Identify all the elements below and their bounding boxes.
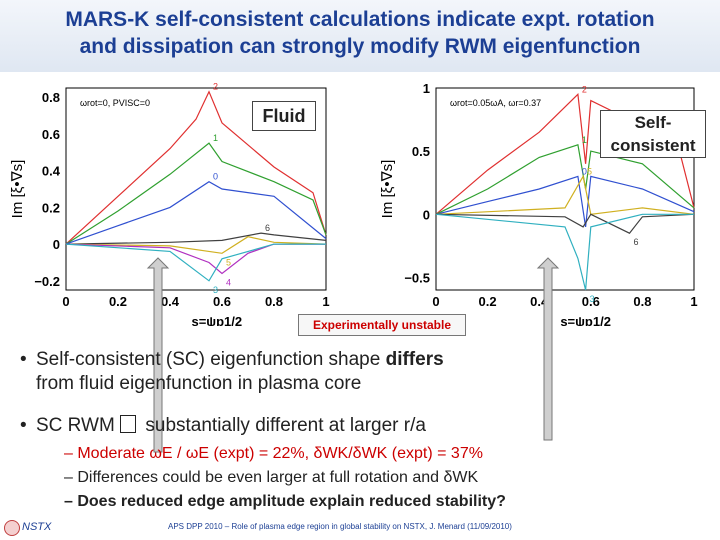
y-tick-label: 0.6	[42, 127, 60, 142]
bullet-2-text-b: substantially different at larger r/a	[145, 415, 426, 436]
mode-label-2: 2	[582, 84, 587, 94]
series-line-6	[65, 232, 327, 245]
sub-bullet-2: – Differences could be even larger at fu…	[64, 469, 479, 486]
nstx-logo-icon	[4, 520, 20, 536]
series-line-0	[435, 175, 695, 227]
footer: NSTX APS DPP 2010 – Role of plasma edge …	[0, 516, 720, 540]
mode-label-4: 4	[226, 277, 231, 287]
sub-bullet-3: – Does reduced edge amplitude explain re…	[64, 493, 506, 510]
x-tick-label: 1	[322, 294, 329, 309]
mode-label-5: 5	[587, 166, 592, 176]
mode-label-3: 3	[213, 285, 218, 295]
series-line-2	[65, 90, 327, 245]
series-line-6	[435, 213, 695, 234]
series-line-3	[65, 243, 326, 282]
sub-bullet-1: – Moderate ωE / ωE (expt) = 22%, δWK/δWK…	[64, 445, 483, 462]
x-tick-label: 0	[432, 294, 439, 309]
x-tick-label: 0.8	[633, 294, 651, 309]
x-tick-label: 0.4	[161, 294, 180, 309]
y-tick-label: 0.2	[42, 200, 60, 215]
y-axis-label: Im [ξ•∇s]	[9, 160, 26, 219]
bullet-2: • SC RWM substantially different at larg…	[20, 414, 636, 438]
bullet-1-text-a: Self-consistent (SC) eigenfunction shape	[36, 349, 386, 370]
y-tick-label: 1	[423, 81, 430, 96]
mode-label-6: 6	[265, 223, 270, 233]
title-line-1: MARS-K self-consistent calculations indi…	[65, 8, 655, 31]
y-axis-label: Im [ξ•∇s]	[379, 160, 396, 219]
series-line-5	[65, 236, 327, 254]
y-tick-label: 0.8	[42, 90, 60, 105]
x-tick-label: 0.6	[582, 294, 600, 309]
chart-annotation: ωrot=0.05ωA, ωr=0.37	[450, 98, 541, 108]
x-axis-label: s=ψp1/2	[191, 314, 242, 326]
fluid-label: Fluid	[252, 101, 316, 131]
footer-nstx: NSTX	[22, 521, 52, 533]
x-axis-label: s=ψp1/2	[560, 314, 611, 326]
slide-title: MARS-K self-consistent calculations indi…	[0, 6, 720, 60]
y-tick-label: 0	[423, 207, 430, 222]
bullet-dot-icon: •	[20, 415, 27, 436]
series-line-5	[435, 174, 695, 215]
y-tick-label: 0	[53, 237, 60, 252]
y-tick-label: 0.4	[42, 164, 61, 179]
title-bar: MARS-K self-consistent calculations indi…	[0, 0, 720, 72]
mode-label-2: 2	[213, 82, 218, 92]
sc-label-line-1: Self-	[634, 113, 672, 132]
x-tick-label: 0.6	[213, 294, 231, 309]
bullet-1-bold: differs	[385, 349, 444, 370]
sc-label: Self- consistent	[600, 110, 706, 158]
mode-label-1: 1	[582, 135, 587, 145]
y-tick-label: −0.5	[404, 270, 430, 285]
series-line-1	[435, 144, 695, 215]
mode-label-0: 0	[582, 166, 587, 176]
x-tick-label: 0.2	[479, 294, 497, 309]
mode-label-6: 6	[634, 237, 639, 247]
series-line-0	[65, 180, 327, 245]
title-line-2: and dissipation can strongly modify RWM …	[79, 35, 641, 58]
x-tick-label: 0	[62, 294, 69, 309]
missing-glyph-icon	[120, 415, 137, 433]
bullet-dot-icon: •	[20, 349, 27, 370]
mode-label-3: 3	[590, 294, 595, 304]
right-arrow	[536, 257, 560, 441]
sc-label-line-2: consistent	[610, 136, 696, 155]
bullet-1-text-b: from fluid eigenfunction in plasma core	[36, 373, 362, 394]
x-tick-label: 1	[690, 294, 697, 309]
y-tick-label: 0.5	[412, 144, 430, 159]
bullet-2-text-a: SC RWM	[36, 415, 121, 436]
mode-label-5: 5	[226, 257, 231, 267]
x-tick-label: 0.8	[265, 294, 283, 309]
series-line-3	[435, 213, 694, 291]
experimentally-unstable-label: Experimentally unstable	[298, 314, 466, 336]
series-line-1	[65, 142, 327, 245]
chart-annotation: ωrot=0, PVISC=0	[80, 98, 150, 108]
footer-citation: APS DPP 2010 – Role of plasma edge regio…	[168, 522, 512, 531]
bullet-1: • Self-consistent (SC) eigenfunction sha…	[20, 348, 636, 396]
x-tick-label: 0.2	[109, 294, 127, 309]
mode-label-0: 0	[213, 172, 218, 182]
left-arrow	[146, 257, 170, 453]
mode-label-1: 1	[213, 133, 218, 143]
y-tick-label: −0.2	[34, 274, 60, 289]
